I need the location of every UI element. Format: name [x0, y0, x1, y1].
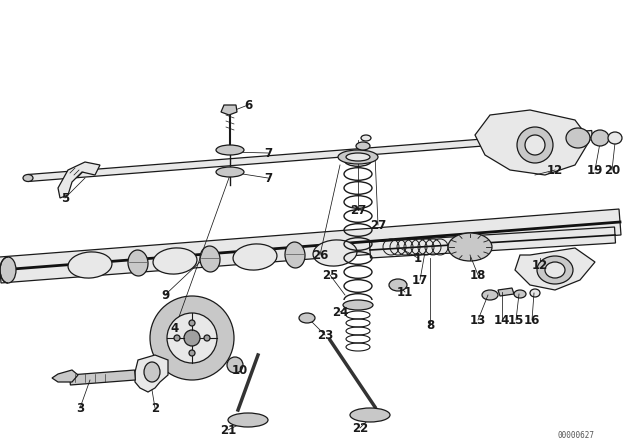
- Ellipse shape: [228, 413, 268, 427]
- Text: 27: 27: [350, 203, 366, 216]
- Ellipse shape: [153, 248, 197, 274]
- Ellipse shape: [346, 153, 370, 161]
- Ellipse shape: [299, 313, 315, 323]
- Text: 4: 4: [171, 322, 179, 335]
- Polygon shape: [135, 355, 168, 392]
- Ellipse shape: [356, 142, 370, 150]
- Text: 12: 12: [532, 258, 548, 271]
- Ellipse shape: [200, 246, 220, 272]
- Ellipse shape: [517, 127, 553, 163]
- Ellipse shape: [285, 242, 305, 268]
- Ellipse shape: [338, 150, 378, 164]
- Ellipse shape: [482, 290, 498, 300]
- Ellipse shape: [514, 290, 526, 298]
- Text: 26: 26: [312, 249, 328, 262]
- Text: 8: 8: [426, 319, 434, 332]
- Ellipse shape: [128, 250, 148, 276]
- Text: 6: 6: [244, 99, 252, 112]
- Polygon shape: [475, 110, 590, 175]
- Polygon shape: [70, 370, 136, 385]
- Text: 9: 9: [161, 289, 169, 302]
- Ellipse shape: [68, 252, 112, 278]
- Ellipse shape: [537, 256, 573, 284]
- Text: 19: 19: [587, 164, 603, 177]
- Ellipse shape: [313, 240, 357, 266]
- Ellipse shape: [591, 130, 609, 146]
- Ellipse shape: [184, 330, 200, 346]
- Polygon shape: [52, 370, 78, 382]
- Text: 25: 25: [322, 268, 338, 281]
- Polygon shape: [0, 209, 621, 283]
- Ellipse shape: [608, 132, 622, 144]
- Text: 23: 23: [317, 328, 333, 341]
- Polygon shape: [221, 105, 237, 115]
- Text: 11: 11: [397, 285, 413, 298]
- Text: 18: 18: [470, 268, 486, 281]
- Polygon shape: [498, 288, 514, 296]
- Text: 13: 13: [470, 314, 486, 327]
- Ellipse shape: [448, 233, 492, 261]
- Text: 17: 17: [412, 273, 428, 287]
- Ellipse shape: [204, 335, 210, 341]
- Ellipse shape: [216, 145, 244, 155]
- Polygon shape: [369, 227, 616, 258]
- Text: 14: 14: [494, 314, 510, 327]
- Text: 1: 1: [414, 251, 422, 264]
- Text: 7: 7: [264, 172, 272, 185]
- Ellipse shape: [545, 262, 565, 278]
- Text: 15: 15: [508, 314, 524, 327]
- Ellipse shape: [566, 128, 590, 148]
- Ellipse shape: [0, 257, 16, 283]
- Ellipse shape: [227, 357, 243, 373]
- Ellipse shape: [343, 300, 373, 310]
- Text: 16: 16: [524, 314, 540, 327]
- Ellipse shape: [233, 244, 277, 270]
- Ellipse shape: [150, 296, 234, 380]
- Polygon shape: [515, 248, 595, 290]
- Text: 12: 12: [547, 164, 563, 177]
- Ellipse shape: [189, 350, 195, 356]
- Text: 21: 21: [220, 423, 236, 436]
- Ellipse shape: [361, 135, 371, 141]
- Text: 2: 2: [151, 401, 159, 414]
- Polygon shape: [28, 130, 592, 181]
- Text: 5: 5: [61, 191, 69, 204]
- Text: 22: 22: [352, 422, 368, 435]
- Text: 27: 27: [370, 219, 386, 232]
- Text: 7: 7: [264, 146, 272, 159]
- Ellipse shape: [216, 167, 244, 177]
- Ellipse shape: [530, 289, 540, 297]
- Ellipse shape: [174, 335, 180, 341]
- Text: 20: 20: [604, 164, 620, 177]
- Text: 00000627: 00000627: [558, 431, 595, 440]
- Polygon shape: [58, 162, 100, 198]
- Text: 3: 3: [76, 401, 84, 414]
- Ellipse shape: [350, 408, 390, 422]
- Ellipse shape: [189, 320, 195, 326]
- Ellipse shape: [167, 313, 217, 363]
- Ellipse shape: [144, 362, 160, 382]
- Ellipse shape: [525, 135, 545, 155]
- Text: 24: 24: [332, 306, 348, 319]
- Ellipse shape: [23, 175, 33, 181]
- Text: 10: 10: [232, 363, 248, 376]
- Ellipse shape: [389, 279, 407, 291]
